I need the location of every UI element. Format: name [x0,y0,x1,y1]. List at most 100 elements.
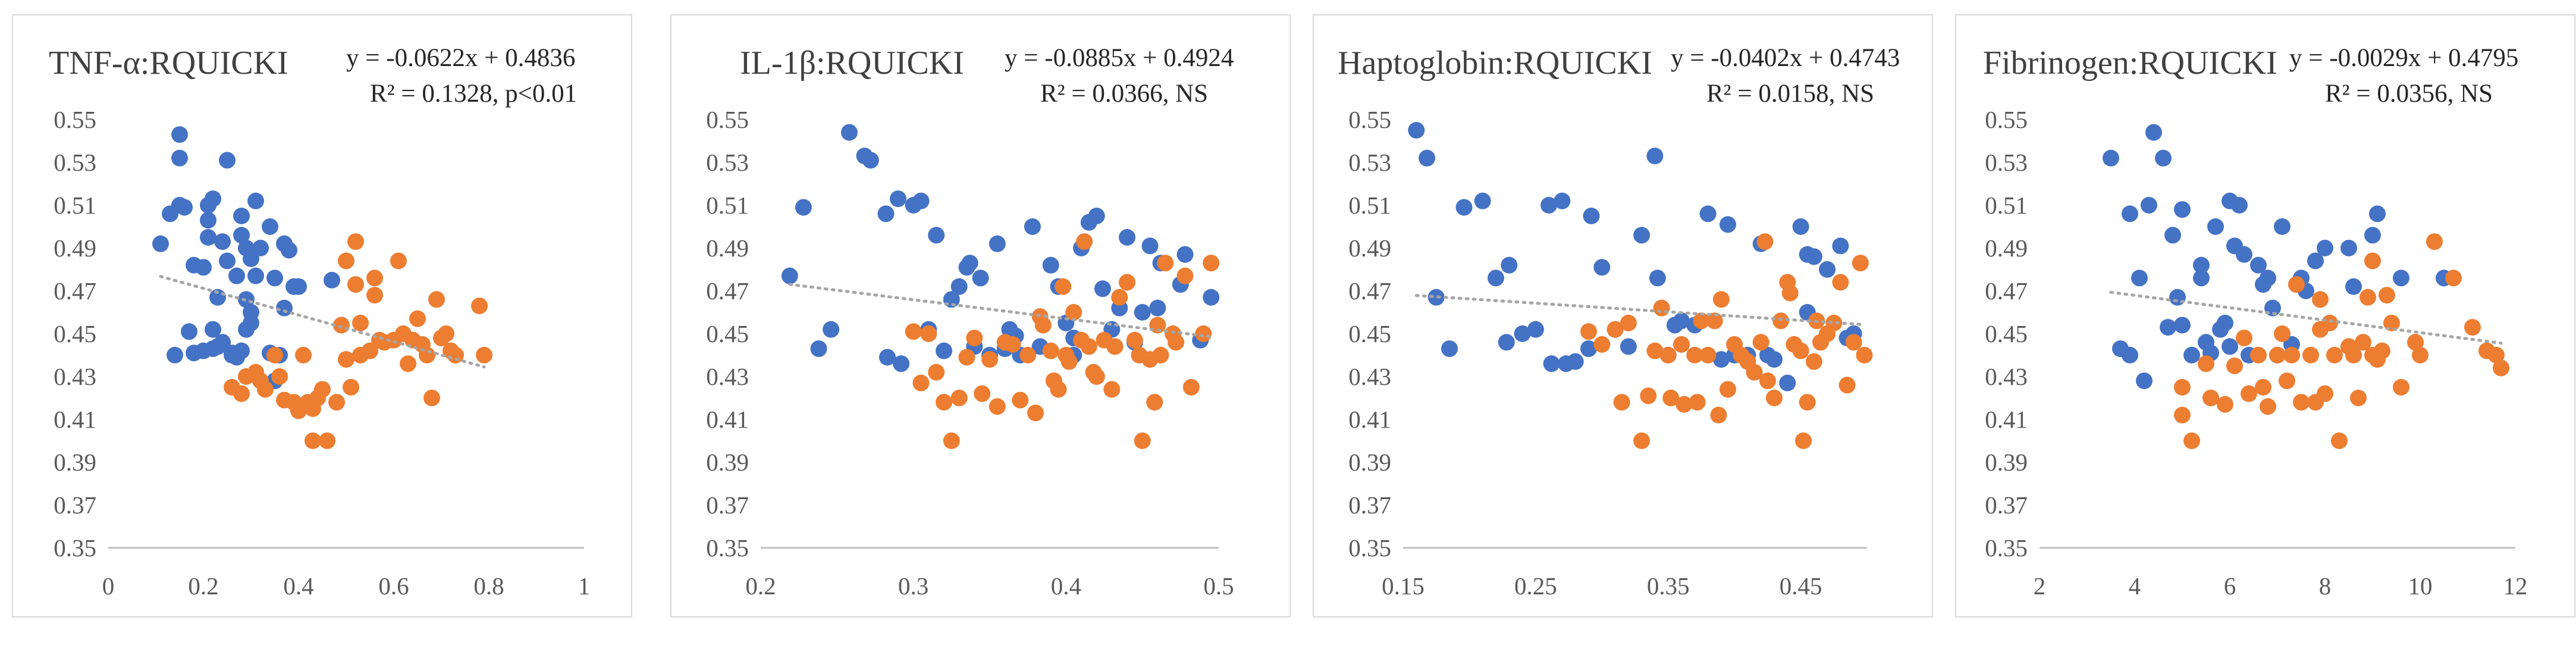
series-point-blue [2136,372,2153,390]
series-point-orange [305,432,321,449]
series-point-blue [1474,192,1491,209]
series-point-orange [2279,372,2295,390]
x-tick-label: 0.5 [1203,572,1234,600]
series-point-blue [276,299,293,316]
y-tick-label: 0.41 [1985,406,2028,433]
series-point-blue [810,340,827,358]
series-point-orange [1126,331,1143,349]
chart-svg: Haptoglobin:RQUICKI y = -0.0402x + 0.4743… [1338,44,1900,600]
x-tick-label: 0.2 [188,572,218,600]
series-point-blue [1408,122,1425,139]
series-point-blue [1441,340,1458,358]
x-tick-label: 10 [2408,572,2433,600]
series-point-orange [2321,315,2338,331]
series-point-orange [989,398,1006,415]
chart-panel-tnf: TNF-α:RQUICKI y = -0.0622x + 0.4836 R² = 0… [12,14,632,617]
series-point-orange [1111,288,1128,306]
series-point-orange [319,432,335,449]
series-point-orange [2174,406,2191,424]
y-tick-label: 0.49 [1348,234,1391,262]
series-point-blue [1149,299,1166,316]
series-point-orange [347,233,364,250]
series-point-orange [912,374,930,391]
series-point-blue [890,190,906,208]
series-point-blue [1649,269,1666,287]
series-point-blue [266,269,283,287]
series-point-blue [781,267,798,284]
series-point-orange [1710,406,1727,424]
series-point-blue [205,190,221,208]
series-point-blue [1455,199,1473,216]
series-point-orange [1699,347,1717,363]
y-tick-label: 0.37 [706,491,749,519]
series-point-blue [950,278,968,295]
series-point-orange [2174,379,2191,396]
series-point-orange [1055,278,1072,295]
y-tick-label: 0.43 [1985,363,2028,390]
trendline [2109,290,2503,345]
series-point-blue [2236,246,2252,263]
series-point-orange [2250,347,2267,363]
series-point-orange [1706,312,1723,330]
series-point-orange [2359,288,2376,306]
trendline [788,283,1213,338]
series-point-blue [2160,319,2176,336]
series-point-orange [266,347,283,363]
series-point-blue [1819,261,1836,278]
series-point-orange [2302,347,2319,363]
series-point-blue [1540,197,1558,214]
series-point-orange [1103,381,1121,398]
series-point-orange [905,323,922,340]
series-point-blue [2340,240,2357,256]
series-point-blue [2122,347,2138,363]
series-point-orange [1673,336,1690,353]
series-point-orange [409,310,426,327]
series-point-blue [1646,148,1664,165]
series-point-orange [1076,233,1093,250]
series-point-orange [2283,347,2300,363]
series-point-orange [1825,315,1843,331]
series-point-orange [2445,269,2462,287]
series-point-blue [1527,321,1544,338]
series-point-blue [1633,227,1651,244]
series-point-orange [2393,379,2409,396]
series-point-blue [2122,205,2138,222]
series-point-blue [2260,269,2276,287]
series-point-orange [447,347,464,363]
series-point-orange [943,432,960,449]
series-point-blue [262,218,278,235]
y-tick-label: 0.45 [1985,320,2028,347]
series-point-orange [400,355,416,372]
series-point-blue [2217,315,2233,331]
series-point-orange [1759,372,1776,390]
series-point-blue [840,124,858,141]
series-point-orange [1607,321,1624,338]
y-tick-label: 0.45 [54,320,96,347]
series-point-orange [1633,432,1651,449]
series-point-blue [2317,240,2333,256]
x-tick-label: 0.35 [1647,572,1690,600]
series-point-blue [912,192,930,209]
y-tick-label: 0.55 [706,106,749,133]
series-point-orange [2288,276,2305,293]
series-point-blue [1554,192,1571,209]
series-point-orange [1042,342,1059,359]
y-tick-label: 0.43 [1348,363,1391,390]
series-point-orange [2293,394,2310,411]
y-tick-label: 0.55 [1985,106,2028,133]
series-point-orange [1832,274,1849,291]
series-point-orange [1203,255,1220,272]
series-point-orange [2355,334,2371,351]
x-tick-label: 0.4 [283,572,313,600]
series-point-blue [195,259,212,276]
series-point-blue [989,235,1006,252]
series-point-blue [2364,227,2381,244]
series-point-orange [2269,347,2286,363]
series-point-orange [1720,381,1736,398]
x-tick-label: 0.6 [378,572,409,600]
chart-svg: IL-1β:RQUICKI y = -0.0885x + 0.4924 R² = 0… [706,44,1234,600]
chart-panel-il1b: IL-1β:RQUICKI y = -0.0885x + 0.4924 R² = 0… [670,14,1291,617]
series-point-orange [423,390,440,406]
r-squared-label: R² = 0.0356, NS [2325,80,2493,108]
series-point-blue [1203,288,1220,306]
